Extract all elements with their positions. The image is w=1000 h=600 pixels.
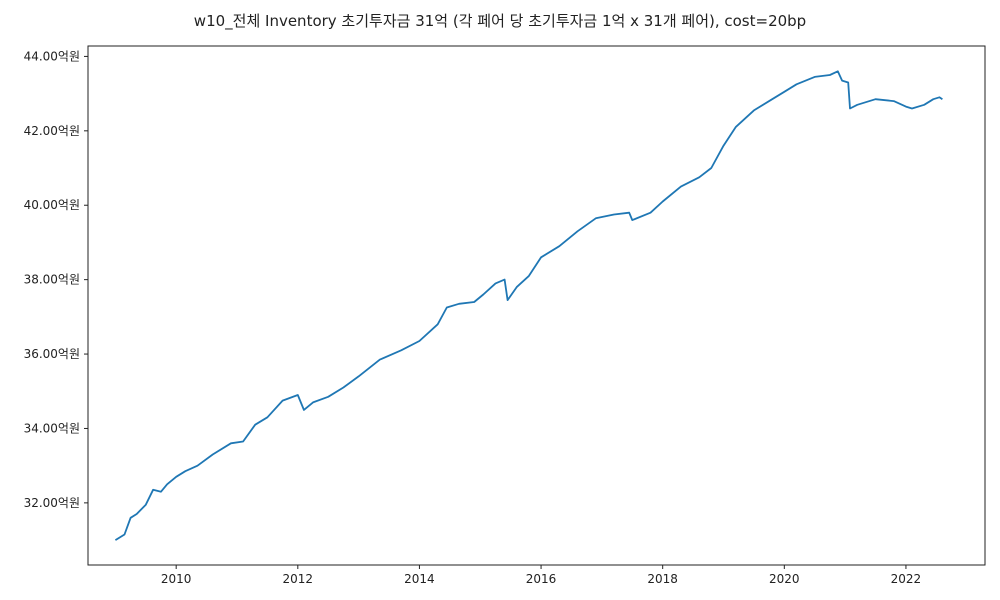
x-tick-label: 2022 bbox=[891, 572, 922, 586]
x-tick-label: 2012 bbox=[283, 572, 314, 586]
plot-area-frame bbox=[87, 45, 986, 566]
y-tick-label: 42.00억원 bbox=[24, 124, 80, 138]
y-tick-label: 40.00억원 bbox=[24, 198, 80, 212]
x-axis: 2010 2012 2014 2016 2018 2020 2022 bbox=[161, 565, 921, 586]
x-tick-label: 2018 bbox=[647, 572, 678, 586]
chart-title: w10_전체 Inventory 초기투자금 31억 (각 페어 당 초기투자금… bbox=[193, 12, 807, 30]
y-tick-label: 38.00억원 bbox=[24, 273, 80, 287]
x-tick-label: 2016 bbox=[526, 572, 557, 586]
x-tick-label: 2010 bbox=[161, 572, 192, 586]
y-tick-label: 44.00억원 bbox=[24, 49, 80, 63]
x-tick-label: 2014 bbox=[404, 572, 435, 586]
y-axis: 32.00억원 34.00억원 36.00억원 38.00억원 40.00억원 42.00… bbox=[24, 49, 88, 510]
x-tick-label: 2020 bbox=[769, 572, 800, 586]
y-tick-label: 36.00억원 bbox=[24, 347, 80, 361]
series-line bbox=[114, 70, 943, 541]
y-tick-label: 32.00억원 bbox=[24, 496, 80, 510]
y-tick-label: 34.00억원 bbox=[24, 421, 80, 435]
